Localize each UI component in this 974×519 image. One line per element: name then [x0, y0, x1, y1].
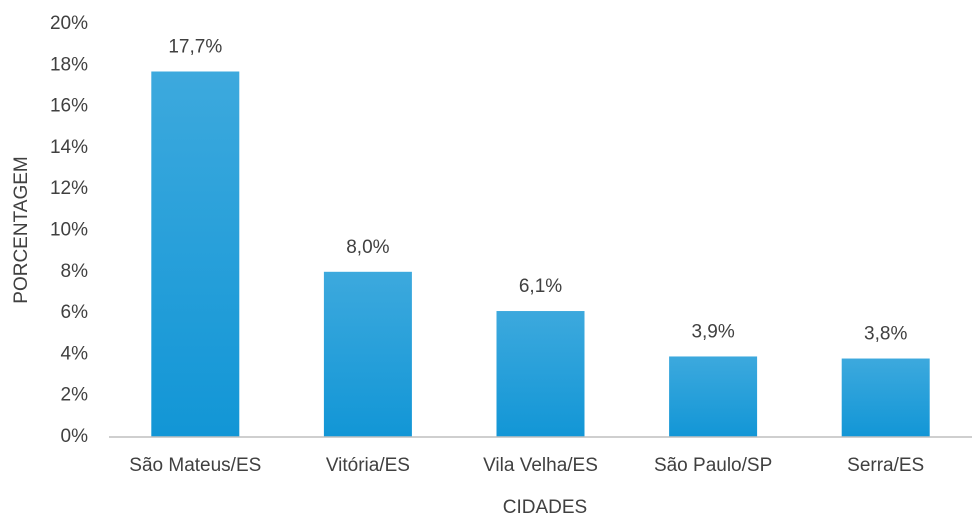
y-tick-label: 12%	[50, 178, 88, 199]
value-label: 6,1%	[519, 276, 562, 297]
y-tick-label: 4%	[61, 343, 89, 364]
y-tick-label: 2%	[61, 385, 89, 406]
x-tick-label: Vila Velha/ES	[483, 455, 598, 476]
y-tick-label: 8%	[61, 261, 89, 282]
x-tick-label: São Paulo/SP	[654, 455, 772, 476]
x-tick-label: Vitória/ES	[326, 455, 410, 476]
x-tick-label: São Mateus/ES	[129, 455, 261, 476]
y-tick-label: 18%	[50, 54, 88, 75]
y-tick-label: 10%	[50, 220, 88, 241]
x-axis-label: CIDADES	[503, 497, 587, 518]
value-label: 8,0%	[346, 237, 389, 258]
bar	[151, 71, 240, 438]
x-tick-label: Serra/ES	[847, 455, 924, 476]
value-label: 3,9%	[691, 321, 734, 342]
y-axis-label: PORCENTAGEM	[11, 156, 32, 303]
y-tick-label: 0%	[61, 426, 89, 447]
y-tick-label: 20%	[50, 13, 88, 34]
y-tick-label: 14%	[50, 137, 88, 158]
y-tick-label: 16%	[50, 96, 88, 117]
y-tick-label: 6%	[61, 302, 89, 323]
value-label: 3,8%	[864, 324, 907, 345]
bar	[496, 311, 585, 437]
bar	[323, 271, 412, 437]
bar	[669, 356, 758, 437]
bar	[841, 358, 930, 437]
value-label: 17,7%	[168, 37, 222, 58]
